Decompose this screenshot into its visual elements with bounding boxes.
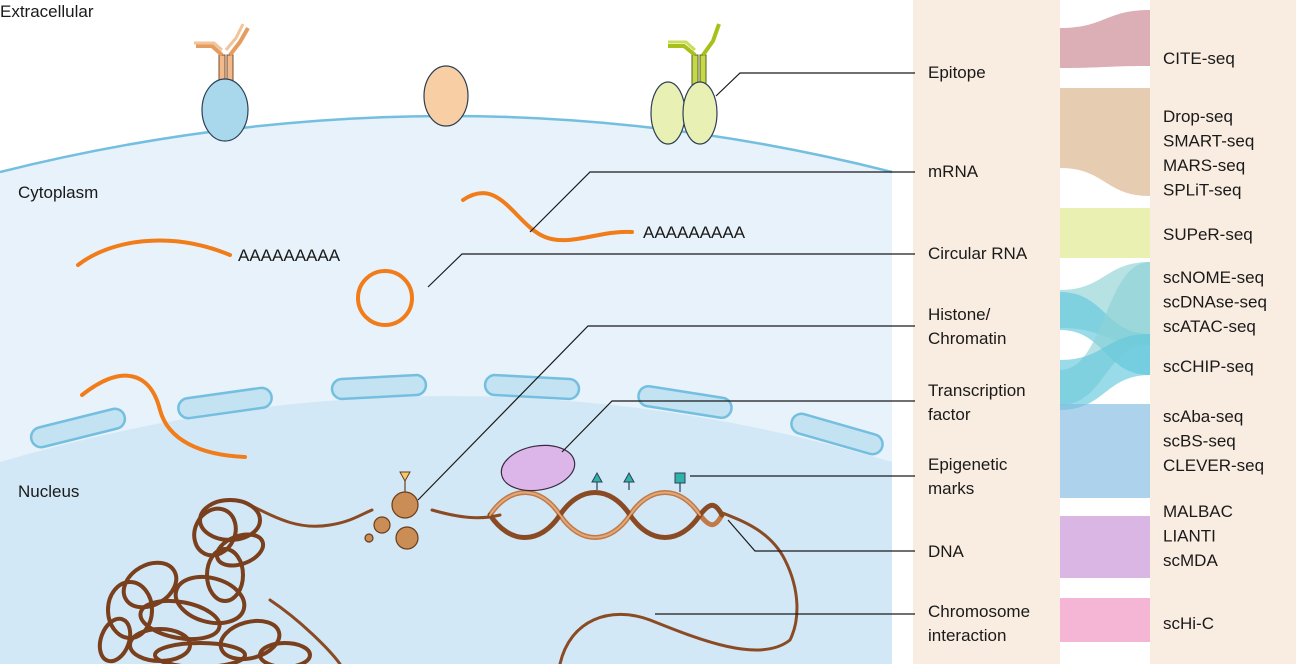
membrane-protein xyxy=(423,65,469,127)
rna-strand-nucleus xyxy=(80,373,247,459)
technique-label: Drop-seq SMART-seq MARS-seq SPLiT-seq xyxy=(1163,107,1254,200)
cytoplasm-label: Cytoplasm xyxy=(18,183,98,202)
epigenetic-marks xyxy=(591,471,686,492)
feature-label: Circular RNA xyxy=(928,244,1028,263)
condensed-chromosome xyxy=(97,498,312,664)
mrna-strand-1 xyxy=(76,238,232,267)
sankey-ribbon xyxy=(1060,516,1150,578)
dna-double-helix xyxy=(487,490,725,540)
technique-label: scAba-seq scBS-seq CLEVER-seq xyxy=(1163,407,1264,475)
polya-tail-label: AAAAAAAAA xyxy=(643,223,746,242)
mrna-strand-2 xyxy=(461,191,634,243)
sankey-ribbon xyxy=(1060,10,1150,68)
sankey-ribbon xyxy=(1060,208,1150,258)
methylation-mark-icon xyxy=(623,471,635,483)
sankey-ribbon xyxy=(1060,88,1150,196)
histone-mark-icon xyxy=(399,471,411,492)
chromatin-fiber xyxy=(248,503,799,664)
nucleus-region xyxy=(0,396,892,664)
nuclear-envelope xyxy=(29,373,884,456)
technique-labels: CITE-seq Drop-seq SMART-seq MARS-seq SPLiT-s… xyxy=(1163,49,1267,633)
modification-mark-icon xyxy=(674,472,686,484)
feature-label: Chromosome interaction xyxy=(928,602,1030,645)
polya-tail-label: AAAAAAAAA xyxy=(238,246,341,265)
technique-label: scHi-C xyxy=(1163,614,1214,633)
membrane-receptor-with-antibody xyxy=(194,23,250,142)
leader-lines xyxy=(417,72,915,615)
sankey-ribbons xyxy=(1060,10,1150,642)
technique-label: scCHIP-seq xyxy=(1163,357,1254,376)
histone-cluster xyxy=(364,491,419,550)
feature-label: Epitope xyxy=(928,63,986,82)
methylation-mark-icon xyxy=(591,471,603,483)
circular-rna xyxy=(356,269,414,327)
sankey-ribbon xyxy=(1060,334,1150,410)
technique-label: MALBAC LIANTI scMDA xyxy=(1163,502,1233,570)
technique-panel xyxy=(1150,0,1296,664)
membrane-dimer-with-antibody xyxy=(650,23,721,145)
sankey-ribbon xyxy=(1060,598,1150,642)
nucleus-label: Nucleus xyxy=(18,482,79,501)
sankey-ribbon xyxy=(1060,404,1150,498)
feature-labels: Epitope mRNA Circular RNA Histone/Chromatin… xyxy=(928,63,1030,645)
technique-label: SUPeR-seq xyxy=(1163,225,1253,244)
transcription-factor xyxy=(500,444,576,492)
extracellular-label: Extracellular xyxy=(0,2,94,21)
feature-label: DNA xyxy=(928,542,965,561)
technique-label: CITE-seq xyxy=(1163,49,1235,68)
feature-label: Transcription factor xyxy=(928,381,1026,424)
feature-panel xyxy=(913,0,1060,664)
feature-label: mRNA xyxy=(928,162,979,181)
feature-label: Histone/Chromatin xyxy=(928,305,1006,348)
feature-label: Epigenetic marks xyxy=(928,455,1008,498)
technique-label: scNOME-seq scDNAse-seq scATAC-seq xyxy=(1163,268,1267,336)
